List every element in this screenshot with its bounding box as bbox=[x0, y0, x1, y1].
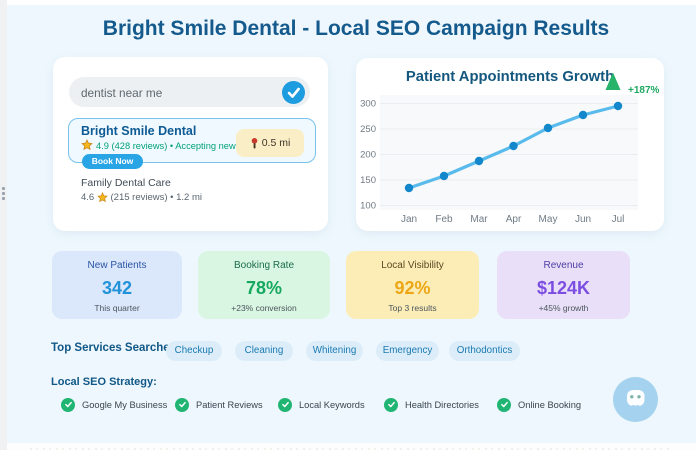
svg-text:Apr: Apr bbox=[506, 214, 522, 225]
svg-text:150: 150 bbox=[360, 175, 376, 186]
svg-text:Jan: Jan bbox=[401, 214, 417, 225]
svg-text:300: 300 bbox=[360, 99, 376, 110]
svg-text:250: 250 bbox=[360, 124, 376, 135]
svg-text:Jun: Jun bbox=[575, 214, 591, 225]
svg-text:May: May bbox=[539, 214, 558, 225]
svg-text:Jul: Jul bbox=[612, 214, 625, 225]
svg-text:100: 100 bbox=[360, 201, 376, 212]
svg-text:200: 200 bbox=[360, 150, 376, 161]
svg-text:Feb: Feb bbox=[435, 214, 453, 225]
svg-text:Mar: Mar bbox=[470, 214, 488, 225]
